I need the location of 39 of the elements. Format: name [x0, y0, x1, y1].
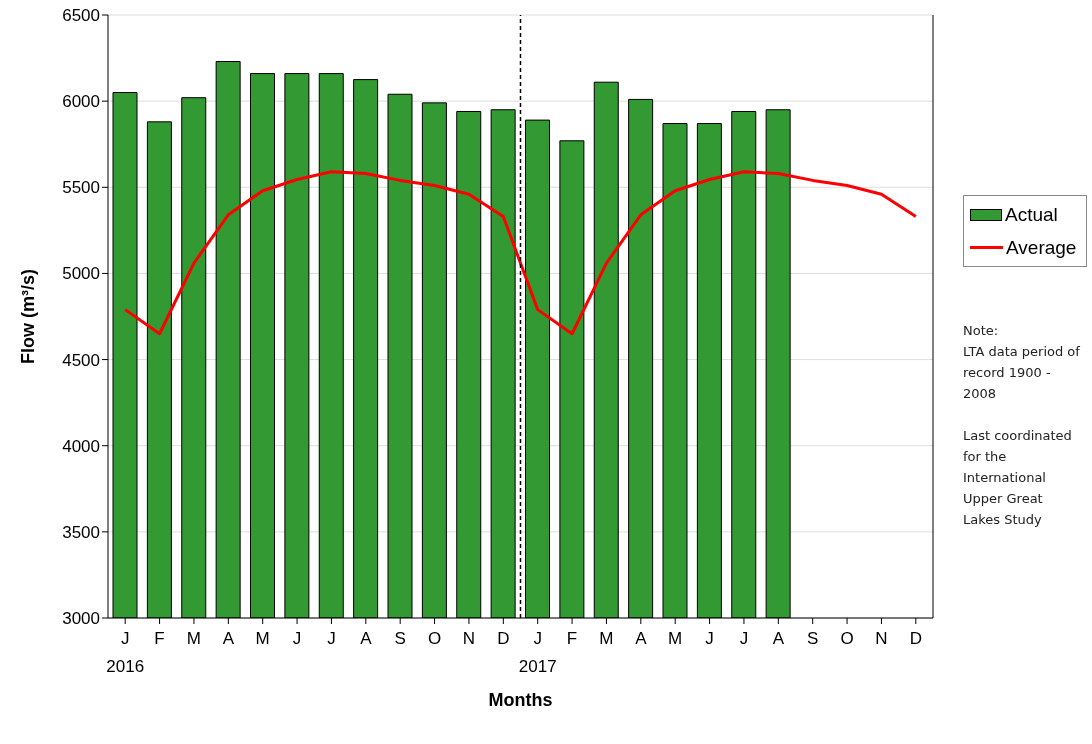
x-tick-label: F [566, 629, 578, 648]
x-tick-label: D [909, 629, 922, 648]
x-tick-label: J 2017 [518, 629, 557, 676]
x-tick-label: J [739, 629, 749, 648]
x-tick-label: M [186, 629, 202, 648]
legend-label: Actual [1005, 203, 1058, 226]
x-tick-label: O [840, 629, 854, 648]
x-tick-label: N [462, 629, 476, 648]
y-tick-label: 6500 [62, 6, 100, 26]
x-tick-label: S [394, 629, 406, 648]
x-tick-label: J [327, 629, 336, 648]
y-axis-title: Flow (m³/s) [18, 269, 39, 364]
x-tick-label: J [705, 629, 714, 648]
x-tick-label: A [360, 629, 373, 648]
y-tick-label: 5500 [62, 178, 100, 198]
x-axis-title: Months [488, 690, 553, 710]
y-tick-label: 4000 [62, 436, 100, 456]
x-tick-label: F [154, 629, 165, 648]
x-tick-label: A [222, 629, 235, 648]
x-tick-label: S [807, 629, 819, 648]
x-tick-label: D [497, 629, 510, 648]
text: Last coordinated for the International Upper Great Lakes Study [963, 427, 1073, 529]
x-tick-label: J [292, 629, 302, 648]
text: Note: LTA data period of record 1900 - 2008 [963, 322, 1081, 403]
x-tick-label: J 2016 [106, 629, 145, 676]
x-tick-label: M [255, 629, 270, 648]
x-tick-label: N [875, 629, 888, 648]
y-tick-label: 3500 [62, 522, 100, 542]
y-tick-label: 4500 [62, 350, 100, 370]
x-tick-label: O [427, 629, 442, 648]
x-tick-label: A [772, 629, 785, 648]
y-tick-label: 3000 [62, 609, 100, 629]
x-tick-label: M [599, 629, 614, 648]
y-tick-label: 5000 [62, 264, 100, 284]
x-tick-label: A [635, 629, 648, 648]
y-tick-label: 6000 [62, 92, 100, 112]
legend-label: Average [1006, 236, 1077, 259]
x-tick-label: M [668, 629, 683, 648]
line-series [123, 170, 918, 336]
